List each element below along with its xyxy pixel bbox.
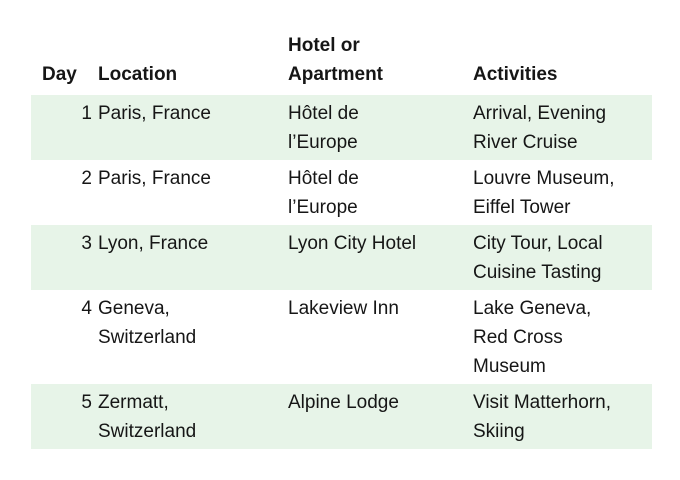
col-header-hotel-or-apartment: Hotel or Apartment [288, 35, 384, 85]
cell-activities: City Tour, Local Cuisine Tasting [473, 233, 603, 283]
cell-day: 4 [81, 298, 92, 319]
header-row: Day Location Hotel or Apartment Activiti… [31, 31, 652, 95]
cell-day: 2 [81, 168, 92, 189]
table-row: 5 Zermatt, Switzerland Alpine Lodge Visi… [31, 384, 652, 449]
col-header-location: Location [98, 64, 178, 85]
itinerary-page: Day Location Hotel or Apartment Activiti… [0, 31, 680, 480]
col-header-activities: Activities [473, 64, 558, 85]
cell-hotel: Hôtel de l’Europe [288, 103, 359, 153]
cell-location: Geneva, Switzerland [98, 298, 197, 348]
cell-location: Lyon, France [98, 233, 209, 254]
cell-activities: Arrival, Evening River Cruise [473, 103, 607, 153]
cell-location: Zermatt, Switzerland [98, 392, 197, 442]
col-header-day: Day [42, 64, 77, 85]
cell-day: 5 [81, 392, 92, 413]
table-row: 1 Paris, France Hôtel de l’Europe Arriva… [31, 95, 652, 160]
cell-day: 3 [81, 233, 92, 254]
cell-activities: Louvre Museum, Eiffel Tower [473, 168, 615, 218]
cell-hotel: Lyon City Hotel [288, 233, 417, 254]
itinerary-table: Day Location Hotel or Apartment Activiti… [31, 31, 652, 449]
table-row: 3 Lyon, France Lyon City Hotel City Tour… [31, 225, 652, 290]
table-row: 2 Paris, France Hôtel de l’Europe Louvre… [31, 160, 652, 225]
cell-activities: Lake Geneva, Red Cross Museum [473, 298, 592, 377]
cell-location: Paris, France [98, 168, 211, 189]
cell-activities: Visit Matterhorn, Skiing [473, 392, 611, 442]
cell-hotel: Hôtel de l’Europe [288, 168, 359, 218]
table-row: 4 Geneva, Switzerland Lakeview Inn Lake … [31, 290, 652, 384]
cell-day: 1 [81, 103, 92, 124]
cell-hotel: Lakeview Inn [288, 298, 399, 319]
cell-location: Paris, France [98, 103, 211, 124]
cell-hotel: Alpine Lodge [288, 392, 399, 413]
